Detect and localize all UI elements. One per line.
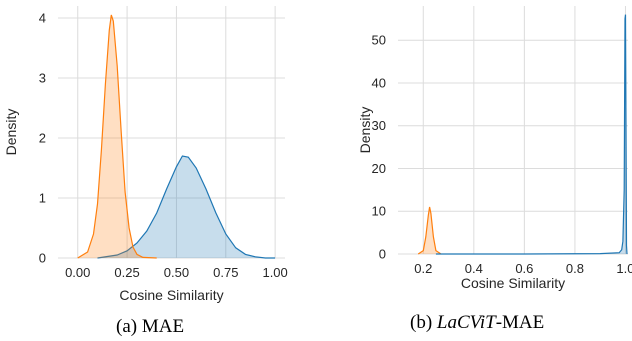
caption-a-text: (a) MAE xyxy=(116,316,185,337)
chart-a-y-tick-label: 0 xyxy=(39,251,46,266)
chart-a-series-0-area xyxy=(97,156,276,258)
chart-b-y-tick-label: 40 xyxy=(372,75,386,90)
caption-b-prefix: (b) xyxy=(410,312,437,333)
chart-a-y-tick-label: 1 xyxy=(39,191,46,206)
chart-b-x-tick-label: 0.4 xyxy=(465,261,483,276)
chart-b-y-tick-label: 0 xyxy=(379,247,386,262)
caption-b-suffix: -MAE xyxy=(495,312,545,333)
chart-a-x-axis-label: Cosine Similarity xyxy=(119,287,223,303)
chart-a: 0.00 0.25 0.50 0.75 1.00 0 1 2 3 4 Cosine Similari… xyxy=(3,6,288,303)
chart-a-x-tick-label: 0.50 xyxy=(164,265,189,280)
chart-b-y-axis-label: Density xyxy=(357,107,373,154)
chart-a-y-tick-label: 2 xyxy=(39,131,46,146)
chart-b-series-1-line xyxy=(435,14,628,255)
chart-a-x-tick-label: 1.00 xyxy=(262,265,287,280)
chart-b-series-0-line xyxy=(417,206,442,255)
chart-b-y-tick-label: 30 xyxy=(372,118,386,133)
chart-b-y-tick-label: 20 xyxy=(372,161,386,176)
chart-a-x-tick-label: 0.75 xyxy=(213,265,238,280)
chart-a-series-0-line xyxy=(97,155,276,259)
chart-b-y-tick-label: 50 xyxy=(372,33,386,48)
chart-b-x-tick-label: 0.6 xyxy=(515,261,533,276)
chart-a-y-tick-label: 3 xyxy=(39,71,46,86)
chart-a-series-1-area xyxy=(77,15,157,258)
chart-b: 0.2 0.4 0.6 0.8 1.0 0 10 20 30 40 50 Cosine Similar… xyxy=(357,6,632,291)
caption-b: (b) LaCViT-MAE xyxy=(410,312,544,334)
chart-a-y-tick-label: 4 xyxy=(39,11,46,26)
chart-a-series-1-line xyxy=(77,14,157,259)
chart-a-x-tick-label: 0.25 xyxy=(114,265,139,280)
chart-a-x-tick-label: 0.00 xyxy=(65,265,90,280)
caption-b-italic: LaCViT xyxy=(436,312,496,333)
chart-b-x-tick-label: 1.0 xyxy=(616,261,632,276)
chart-b-series-0-area xyxy=(418,207,441,254)
chart-a-y-axis-label: Density xyxy=(3,109,19,156)
chart-b-x-tick-label: 0.8 xyxy=(566,261,584,276)
chart-b-x-axis-label: Cosine Similarity xyxy=(461,275,565,291)
caption-a: (a) MAE xyxy=(116,316,184,338)
chart-b-x-tick-label: 0.2 xyxy=(414,261,432,276)
chart-b-y-tick-label: 10 xyxy=(372,204,386,219)
chart-b-series-1-area xyxy=(435,14,627,254)
